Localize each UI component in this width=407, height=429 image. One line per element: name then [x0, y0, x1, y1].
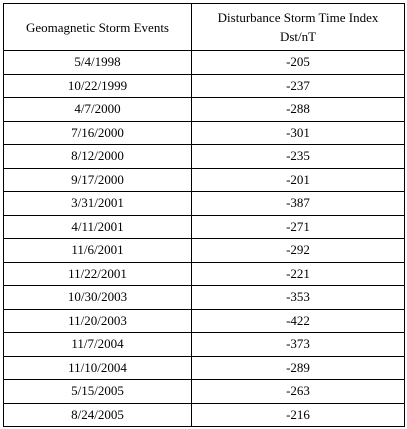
- event-date: 7/16/2000: [3, 120, 192, 145]
- dst-value: -373: [191, 332, 405, 357]
- header-text: Dst/nT: [279, 29, 317, 44]
- header-cell: Geomagnetic Storm Events: [3, 3, 192, 51]
- table-row: 10/22/1999 -237: [3, 73, 405, 98]
- dst-value: -216: [191, 402, 405, 427]
- dst-value: -353: [191, 285, 405, 310]
- table-row: 5/15/2005 -263: [3, 379, 405, 404]
- dst-value: -292: [191, 238, 405, 263]
- event-date: 11/7/2004: [3, 332, 192, 357]
- table-row: 11/22/2001 -221: [3, 261, 405, 286]
- table-row: 4/7/2000 -288: [3, 97, 405, 122]
- event-date: 8/12/2000: [3, 144, 192, 169]
- table-row: 10/30/2003 -353: [3, 285, 405, 310]
- table-row: 9/17/2000 -201: [3, 167, 405, 192]
- table-row: 11/10/2004 -289: [3, 355, 405, 380]
- table-row: 4/11/2001 -271: [3, 214, 405, 239]
- table-body: 5/4/1998 -205 10/22/1999 -237 4/7/2000 -288 7/…: [3, 50, 405, 427]
- header-text: Disturbance Storm Time Index: [217, 10, 379, 25]
- dst-value: -263: [191, 379, 405, 404]
- dst-value: -221: [191, 261, 405, 286]
- dst-value: -235: [191, 144, 405, 169]
- event-date: 9/17/2000: [3, 167, 192, 192]
- table-row: 11/20/2003 -422: [3, 308, 405, 333]
- event-date: 3/31/2001: [3, 191, 192, 216]
- event-date: 5/4/1998: [3, 50, 192, 75]
- header-text: Geomagnetic Storm Events: [26, 19, 169, 35]
- table-row: 11/6/2001 -292: [3, 238, 405, 263]
- header-cell: Disturbance Storm Time Index Dst/nT: [191, 3, 405, 51]
- dst-value: -289: [191, 355, 405, 380]
- dst-value: -205: [191, 50, 405, 75]
- dst-value: -387: [191, 191, 405, 216]
- event-date: 4/11/2001: [3, 214, 192, 239]
- event-date: 11/22/2001: [3, 261, 192, 286]
- table-row: 8/24/2005 -216: [3, 402, 405, 427]
- dst-value: -422: [191, 308, 405, 333]
- event-date: 11/10/2004: [3, 355, 192, 380]
- table-row: 7/16/2000 -301: [3, 120, 405, 145]
- dst-value: -301: [191, 120, 405, 145]
- header-row: Geomagnetic Storm Events Disturbance Stor…: [3, 3, 405, 51]
- event-date: 10/22/1999: [3, 73, 192, 98]
- event-date: 10/30/2003: [3, 285, 192, 310]
- event-date: 5/15/2005: [3, 379, 192, 404]
- table-row: 8/12/2000 -235: [3, 144, 405, 169]
- dst-value: -288: [191, 97, 405, 122]
- event-date: 4/7/2000: [3, 97, 192, 122]
- event-date: 8/24/2005: [3, 402, 192, 427]
- table-row: 11/7/2004 -373: [3, 332, 405, 357]
- table-row: 5/4/1998 -205: [3, 50, 405, 75]
- dst-value: -271: [191, 214, 405, 239]
- table-row: 3/31/2001 -387: [3, 191, 405, 216]
- storm-table: Geomagnetic Storm Events Disturbance Stor…: [3, 3, 405, 427]
- dst-value: -201: [191, 167, 405, 192]
- event-date: 11/6/2001: [3, 238, 192, 263]
- dst-value: -237: [191, 73, 405, 98]
- event-date: 11/20/2003: [3, 308, 192, 333]
